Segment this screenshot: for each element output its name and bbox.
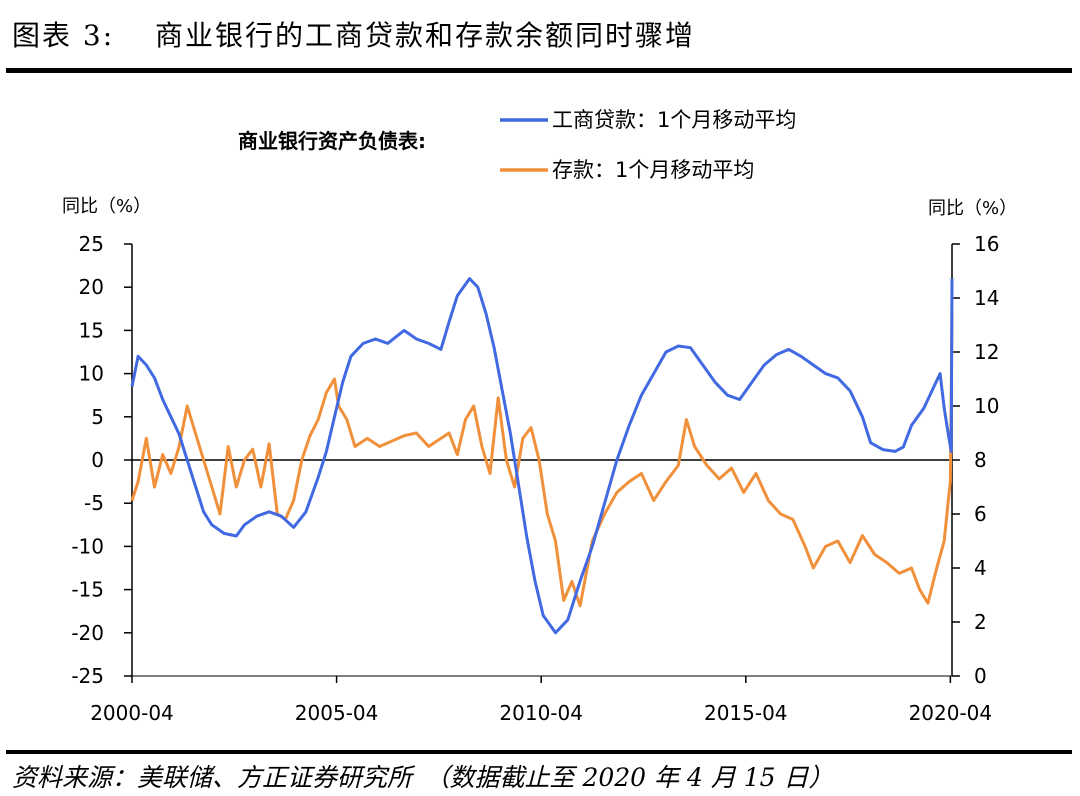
left-tick-label: 0 [91, 448, 104, 472]
right-tick-label: 16 [974, 232, 999, 256]
x-tick-label: 2010-04 [499, 701, 583, 725]
left-tick-label: -15 [71, 578, 104, 602]
left-tick-label: 25 [79, 232, 104, 256]
right-tick-label: 12 [974, 340, 999, 364]
right-tick-label: 14 [974, 286, 999, 310]
left-tick-label: -25 [71, 664, 104, 688]
right-tick-label: 10 [974, 394, 999, 418]
figure-title: 图表 3: 商业银行的工商贷款和存款余额同时骤增 [12, 19, 696, 52]
top-rule [6, 68, 1072, 73]
right-tick-label: 0 [974, 664, 987, 688]
left-tick-label: -20 [71, 621, 104, 645]
x-tick-label: 2000-04 [90, 701, 174, 725]
left-axis-label: 同比（%） [62, 196, 151, 217]
series-line-loans [130, 277, 954, 635]
right-axis-label: 同比（%） [928, 198, 1017, 219]
x-tick-label: 2020-04 [909, 701, 993, 725]
right-tick-label: 2 [974, 610, 987, 634]
right-tick-label: 8 [974, 448, 987, 472]
chart-subtitle: 商业银行资产负债表: [238, 129, 426, 153]
x-tick-label: 2015-04 [704, 701, 788, 725]
x-tick-label: 2005-04 [295, 701, 379, 725]
right-tick-label: 4 [974, 556, 987, 580]
left-tick-label: 20 [79, 275, 104, 299]
dual-axis-line-chart: 2520151050-5-10-15-20-251614121086420200… [62, 108, 1017, 725]
legend-label-deposits: 存款：1个月移动平均 [552, 158, 754, 182]
bottom-rule [6, 750, 1072, 754]
legend-label-loans: 工商贷款：1个月移动平均 [552, 108, 796, 132]
source-note: 资料来源：美联储、方正证券研究所 （数据截止至 2020 年 4 月 15 日） [12, 763, 834, 792]
left-tick-label: 5 [91, 405, 104, 429]
right-tick-label: 6 [974, 502, 987, 526]
series-line-deposits [130, 311, 954, 608]
series-lines [130, 277, 954, 635]
left-tick-label: -5 [84, 491, 104, 515]
left-tick-label: 15 [79, 318, 104, 342]
left-tick-label: -10 [71, 534, 104, 558]
left-tick-label: 10 [79, 362, 104, 386]
